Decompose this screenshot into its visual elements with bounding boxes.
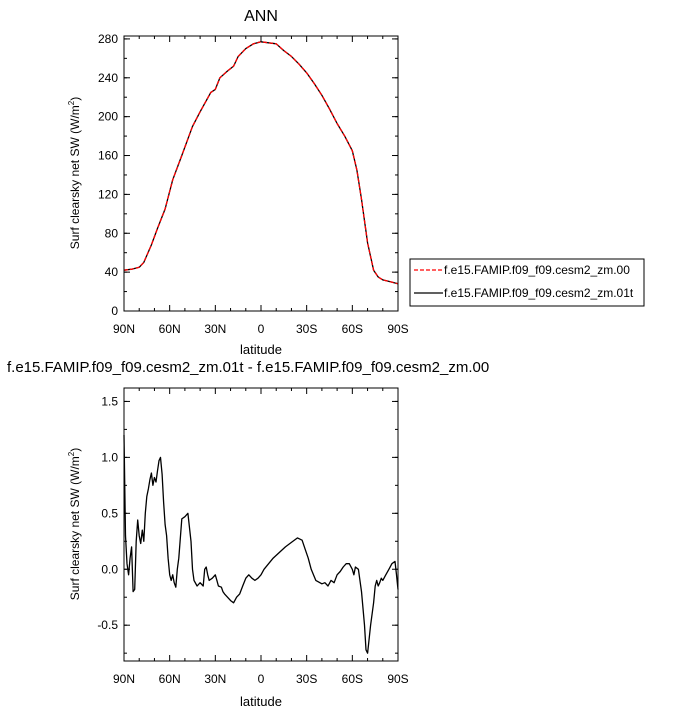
top-panel-series-line-1: [123, 41, 399, 285]
legend: f.e15.FAMIP.f09_f09.cesm2_zm.00 f.e15.FA…: [409, 258, 645, 307]
top-panel-y-tick-label: 200: [98, 110, 118, 124]
bottom-panel-y-tick-label: 0.5: [101, 506, 118, 520]
bottom-panel-x-tick-label: 30N: [204, 672, 226, 686]
top-panel-y-tick-label: 160: [98, 149, 118, 163]
bottom-panel-y-tick-label: 0.0: [101, 562, 118, 576]
top-panel-y-axis-label: Surf clearsky net SW (W/m2): [67, 97, 82, 249]
top-panel-series-line-2: [123, 41, 399, 285]
bottom-panel-x-axis-label: latitude: [240, 694, 282, 709]
legend-label-series-1: f.e15.FAMIP.f09_f09.cesm2_zm.00: [444, 263, 630, 277]
top-panel-x-tick-label: 0: [258, 322, 265, 336]
top-panel-series-group: [123, 41, 399, 285]
bottom-panel-x-tick-label: 60S: [342, 672, 363, 686]
legend-label-series-2: f.e15.FAMIP.f09_f09.cesm2_zm.01t: [444, 286, 634, 300]
top-panel-y-tick-label: 240: [98, 71, 118, 85]
bottom-panel-series-group: [123, 434, 399, 654]
bottom-panel-title: f.e15.FAMIP.f09_f09.cesm2_zm.01t - f.e15…: [7, 359, 489, 376]
bottom-panel-series-line-1: [123, 434, 399, 654]
top-panel-y-tick-label: 120: [98, 187, 118, 201]
bottom-panel-y-tick-label: 1.0: [101, 450, 118, 464]
top-panel-y-tick-label: 40: [105, 265, 119, 279]
top-panel: ANN 90N 60N 30N 0 30S 60S 90S 0 40 80 120 160 200 240…: [67, 8, 409, 336]
bottom-panel-y-tick-label: -0.5: [97, 618, 118, 632]
top-panel-y-tick-label: 280: [98, 32, 118, 46]
bottom-panel-x-tick-label: 60N: [159, 672, 181, 686]
top-panel-x-tick-label: 90N: [113, 322, 135, 336]
bottom-panel-x-tick-label: 30S: [296, 672, 317, 686]
top-panel-x-tick-label: 60S: [342, 322, 363, 336]
top-panel-x-tick-label: 60N: [159, 322, 181, 336]
top-panel-y-tick-label: 80: [105, 226, 119, 240]
top-panel-x-axis-label: latitude: [240, 342, 282, 357]
bottom-panel-axes: 90N 60N 30N 0 30S 60S 90S -0.5 0.0 0.5 1.0 1.5: [97, 388, 409, 686]
top-panel-x-tick-label: 30N: [204, 322, 226, 336]
bottom-panel-x-tick-label: 90S: [387, 672, 408, 686]
top-panel-title: ANN: [244, 8, 278, 25]
bottom-panel-x-tick-label: 0: [258, 672, 265, 686]
top-panel-x-tick-label: 30S: [296, 322, 317, 336]
bottom-panel-y-tick-label: 1.5: [101, 394, 118, 408]
bottom-panel-y-axis-label: Surf clearsky net SW (W/m2): [67, 448, 82, 600]
top-panel-x-tick-label: 90S: [387, 322, 408, 336]
legend-box: [409, 258, 645, 307]
top-panel-y-tick-label: 0: [111, 304, 118, 318]
top-panel-axes: 90N 60N 30N 0 30S 60S 90S 0 40 80 120 160 200 240 280: [98, 32, 409, 336]
bottom-panel-x-tick-label: 90N: [113, 672, 135, 686]
bottom-panel: f.e15.FAMIP.f09_f09.cesm2_zm.01t - f.e15…: [7, 359, 489, 709]
